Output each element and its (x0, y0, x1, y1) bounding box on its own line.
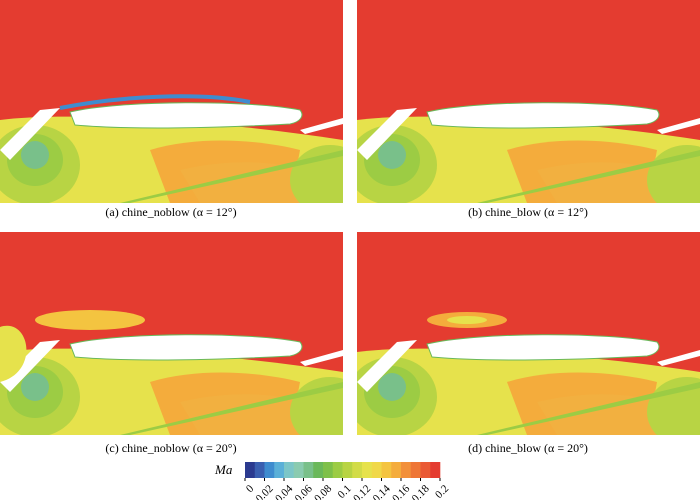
colorbar-bin (410, 462, 421, 478)
colorbar-bin (323, 462, 334, 478)
colorbar-bin (342, 462, 353, 478)
colorbar-bin (362, 462, 373, 478)
colorbar-bin (352, 462, 363, 478)
tick-label: 0.06 (293, 482, 315, 500)
colorbar-bin (381, 462, 392, 478)
tick-label: 0.14 (371, 482, 393, 500)
colorbar-bin (371, 462, 382, 478)
colorbar-bin (332, 462, 343, 478)
tick-label: 0.04 (273, 482, 295, 500)
colorbar-bin (303, 462, 314, 478)
caption: (c) chine_noblow (α = 20°) (105, 441, 236, 455)
tick-label: 0 (244, 482, 257, 495)
colorbar-bin (293, 462, 304, 478)
tick-label: 0.12 (351, 483, 373, 500)
colorbar-bin (401, 462, 412, 478)
colorbar-bin (391, 462, 402, 478)
tick-label: 0.2 (433, 483, 451, 500)
tick-label: 0.16 (390, 482, 412, 500)
tick-label: 0.08 (312, 482, 334, 500)
caption: (d) chine_blow (α = 20°) (468, 441, 588, 455)
tick-label: 0.1 (336, 483, 354, 500)
colorbar: 00.020.040.060.08 0.10.120.140.160.18 0.2 (244, 462, 451, 500)
colorbar-bin (430, 462, 441, 478)
tick-label: 0.02 (254, 483, 276, 500)
caption: (b) chine_blow (α = 12°) (468, 205, 588, 219)
colorbar-bin (245, 462, 256, 478)
colorbar-bin (254, 462, 265, 478)
colorbar-bin (313, 462, 324, 478)
colorbar-label: Ma (214, 462, 233, 477)
tick-label: 0.18 (410, 482, 432, 500)
colorbar-bin (274, 462, 285, 478)
colorbar-bin (264, 462, 275, 478)
caption: (a) chine_noblow (α = 12°) (105, 205, 236, 219)
colorbar-bin (284, 462, 295, 478)
colorbar-bin (420, 462, 431, 478)
